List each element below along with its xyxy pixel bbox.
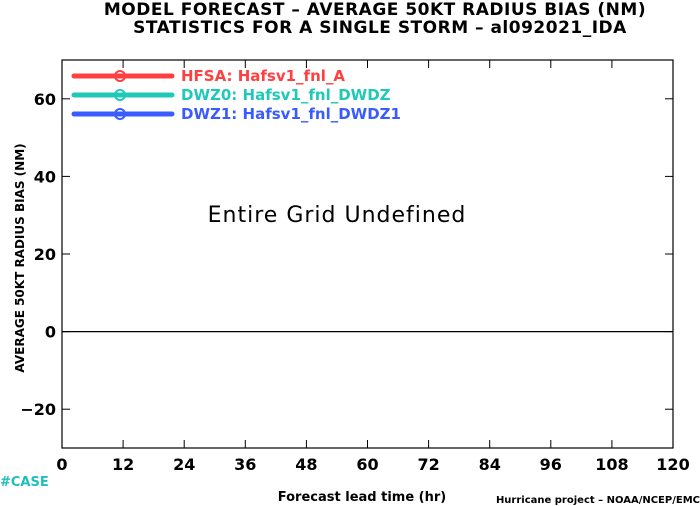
x-tick-label: 48 xyxy=(295,455,317,474)
x-tick-label: 108 xyxy=(595,455,628,474)
legend-marker xyxy=(114,108,126,120)
x-axis-label: Forecast lead time (hr) xyxy=(278,490,446,505)
legend-entry: HFSA: Hafsv1_fnl_A xyxy=(181,67,345,85)
y-tick-label: 0 xyxy=(45,323,56,342)
legend-marker xyxy=(114,89,126,101)
undefined-grid-annotation: Entire Grid Undefined xyxy=(208,203,467,228)
y-tick-label: −20 xyxy=(20,400,56,419)
y-axis-label: AVERAGE 50KT RADIUS BIAS (NM) xyxy=(13,143,27,372)
chart-subtitle: STATISTICS FOR A SINGLE STORM – al092021… xyxy=(133,18,627,38)
chart-title: MODEL FORECAST – AVERAGE 50KT RADIUS BIA… xyxy=(103,0,647,20)
x-tick-label: 72 xyxy=(417,455,439,474)
legend-entry: DWZ0: Hafsv1_fnl_DWDZ xyxy=(181,86,391,104)
x-tick-label: 24 xyxy=(173,455,195,474)
x-tick-label: 0 xyxy=(56,455,67,474)
legend-marker xyxy=(114,70,126,82)
y-tick-label: 20 xyxy=(34,245,56,264)
x-tick-label: 120 xyxy=(656,455,689,474)
credit-text: Hurricane project – NOAA/NCEP/EMC xyxy=(496,495,700,506)
case-label: #CASE xyxy=(0,475,49,490)
legend-entry: DWZ1: Hafsv1_fnl_DWDZ1 xyxy=(181,105,401,123)
x-tick-label: 60 xyxy=(356,455,378,474)
x-tick-label: 96 xyxy=(540,455,562,474)
y-tick-label: 60 xyxy=(34,90,56,109)
x-tick-label: 12 xyxy=(112,455,134,474)
y-tick-label: 40 xyxy=(34,167,56,186)
x-tick-label: 36 xyxy=(234,455,256,474)
x-tick-label: 84 xyxy=(479,455,501,474)
